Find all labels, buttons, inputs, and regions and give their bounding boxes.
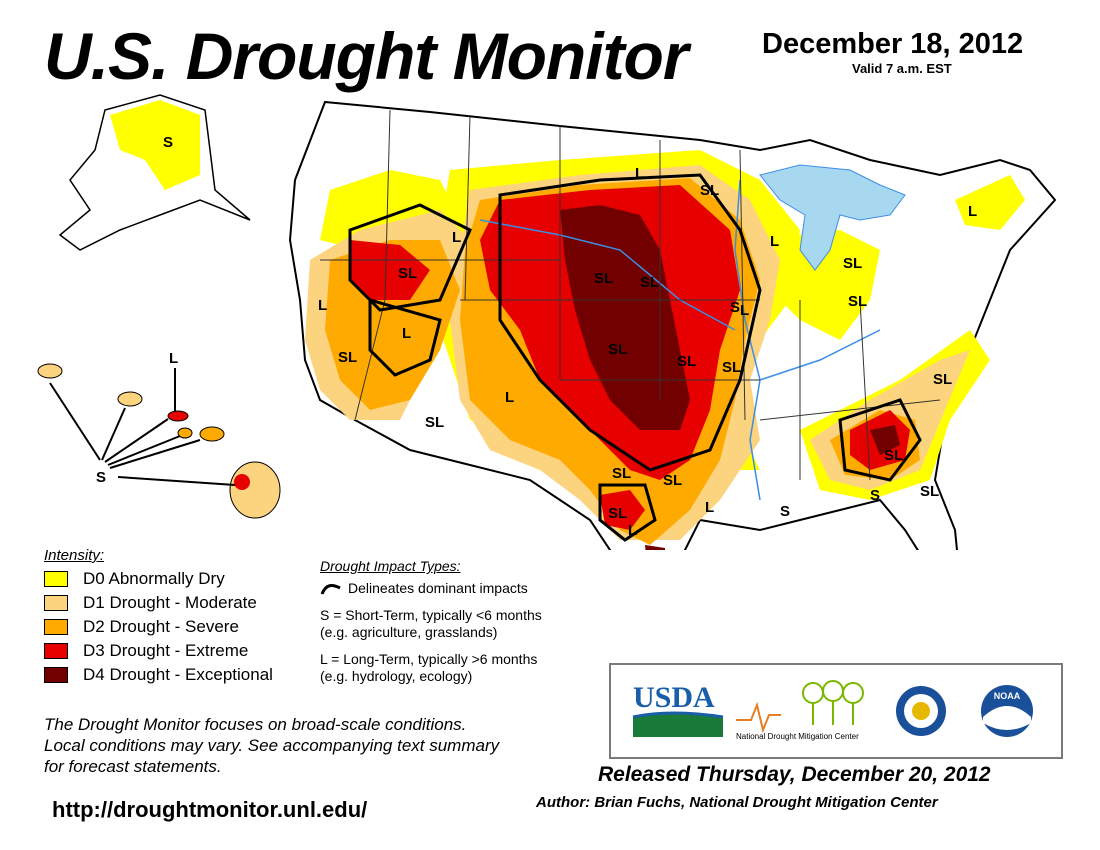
impact-label: SL <box>594 270 613 287</box>
impact-label: SL <box>700 182 719 199</box>
legend-swatch-d1 <box>44 595 68 611</box>
legend-swatch-d0 <box>44 571 68 587</box>
long-term-examples: (e.g. hydrology, ecology) <box>320 668 473 685</box>
logos-strip: USDA National Drought Mitigation Center … <box>632 680 1033 741</box>
noaa-logo-text: NOAA <box>994 691 1021 701</box>
legend-swatch-d2 <box>44 619 68 635</box>
d0-region-northeast <box>955 175 1025 230</box>
noaa-logo: NOAA <box>981 685 1033 737</box>
impact-label: S <box>870 487 880 504</box>
ndmc-logo: National Drought Mitigation Center <box>736 680 864 741</box>
hawaii-l-label: L <box>169 350 178 367</box>
d3-region-texas <box>600 490 645 530</box>
legend-label-d0: D0 Abnormally Dry <box>83 569 225 588</box>
valid-time: Valid 7 a.m. EST <box>852 61 952 76</box>
intensity-legend: Intensity: D0 Abnormally Dry D1 Drought … <box>44 547 273 687</box>
impacts-heading: Drought Impact Types: <box>320 558 461 574</box>
delineates-row: Delineates dominant impacts <box>320 580 542 596</box>
alaska-d0 <box>110 100 200 190</box>
long-term-text: L = Long-Term, typically >6 months <box>320 651 538 668</box>
river-mississippi <box>734 179 761 501</box>
impact-label: L <box>628 522 637 539</box>
impact-label: SL <box>398 265 417 282</box>
impact-label: SL <box>608 505 627 522</box>
impact-label: S <box>780 503 790 520</box>
legend-swatch-d4 <box>44 667 68 683</box>
legend-label-d2: D2 Drought - Severe <box>83 617 239 636</box>
impact-label: SL <box>677 353 696 370</box>
legend-item-d4: D4 Drought - Exceptional <box>44 663 273 687</box>
usda-logo: USDA <box>632 681 724 737</box>
commerce-seal <box>896 686 946 736</box>
legend-item-d0: D0 Abnormally Dry <box>44 567 273 591</box>
impact-label: SL <box>608 341 627 358</box>
impact-label: SL <box>933 371 952 388</box>
impact-label: S <box>730 299 740 316</box>
alaska-label: S <box>163 134 173 151</box>
river-missouri <box>479 219 736 331</box>
impact-label: SL <box>612 465 631 482</box>
impact-types-legend: Drought Impact Types: Delineates dominan… <box>320 558 542 685</box>
legend-item-d2: D2 Drought - Severe <box>44 615 273 639</box>
short-term-text: S = Short-Term, typically <6 months <box>320 607 542 624</box>
impact-label: L <box>635 165 644 182</box>
d4-region-plains <box>560 205 690 430</box>
note-line-2: Local conditions may vary. See accompany… <box>44 736 500 755</box>
hawaii-pointer-lines <box>49 368 236 486</box>
d0-region-east <box>760 230 880 340</box>
map-date: December 18, 2012 <box>762 28 1024 60</box>
impact-label: SL <box>843 255 862 272</box>
agency-logos-box: USDA National Drought Mitigation Center … <box>609 663 1063 759</box>
impact-line-icon <box>320 584 341 595</box>
legend-item-d1: D1 Drought - Moderate <box>44 591 273 615</box>
legend-heading: Intensity: <box>44 547 105 564</box>
author-credit: Author: Brian Fuchs, National Drought Mi… <box>536 794 938 811</box>
impact-label: SL <box>663 472 682 489</box>
release-date: Released Thursday, December 20, 2012 <box>598 763 991 786</box>
delineates-text: Delineates dominant impacts <box>348 580 528 596</box>
impact-label: L <box>452 229 461 246</box>
d4-region-georgia <box>870 425 900 455</box>
impact-label: L <box>705 499 714 516</box>
disclaimer-note: The Drought Monitor focuses on broad-sca… <box>44 714 499 777</box>
legend-label-d4: D4 Drought - Exceptional <box>83 665 273 684</box>
map-title: U.S. Drought Monitor <box>44 19 689 93</box>
impact-label: L <box>770 233 779 250</box>
impact-label: L <box>968 203 977 220</box>
state-borders <box>320 109 941 481</box>
impact-label: SL <box>425 414 444 431</box>
note-line-1: The Drought Monitor focuses on broad-sca… <box>44 715 467 734</box>
impact-label: SL <box>722 359 741 376</box>
d3-region-west <box>350 240 430 300</box>
impact-label: SL <box>338 349 357 366</box>
impact-label: SL <box>640 274 659 291</box>
impact-label: L <box>505 389 514 406</box>
great-lakes <box>759 164 906 271</box>
impact-label: L <box>740 302 749 319</box>
short-term-examples: (e.g. agriculture, grasslands) <box>320 624 498 641</box>
legend-swatch-d3 <box>44 643 68 659</box>
impact-label: L <box>402 325 411 342</box>
impact-lines <box>348 173 922 542</box>
impact-label: SL <box>848 293 867 310</box>
note-line-3: for forecast statements. <box>44 757 222 776</box>
website-url[interactable]: http://droughtmonitor.unl.edu/ <box>52 797 368 822</box>
usda-logo-text: USDA <box>633 681 715 714</box>
impact-label: SL <box>884 447 903 464</box>
hawaii-islands <box>37 363 281 519</box>
ndmc-logo-text: National Drought Mitigation Center <box>736 732 859 741</box>
legend-item-d3: D3 Drought - Extreme <box>44 639 273 663</box>
river-ohio <box>759 329 881 381</box>
legend-label-d3: D3 Drought - Extreme <box>83 641 249 660</box>
impact-label: SL <box>920 483 939 500</box>
legend-label-d1: D1 Drought - Moderate <box>83 593 257 612</box>
impact-label: L <box>318 297 327 314</box>
hawaii-s-label: S <box>96 469 106 486</box>
d4-region-texas <box>645 545 665 550</box>
